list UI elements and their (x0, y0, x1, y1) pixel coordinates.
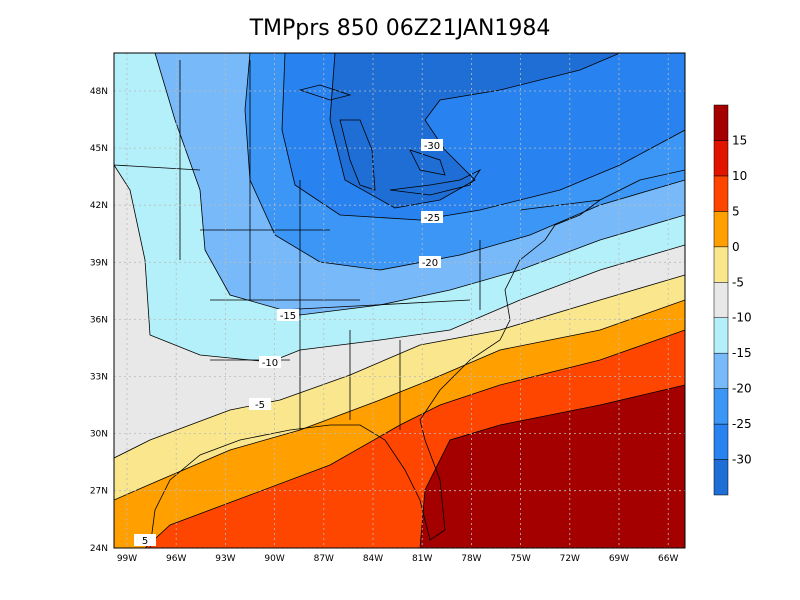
colorbar-swatch (713, 246, 729, 283)
contour-line (281, 53, 685, 221)
contour-label-bg (259, 356, 281, 368)
colorbar-label: -20 (732, 382, 752, 396)
map-frame (113, 52, 686, 549)
lon-label: 96W (166, 554, 186, 564)
lon-label: 75W (510, 554, 530, 564)
colorbar-swatch (713, 282, 729, 318)
axes: 48N 45N 42N 39N 36N 33N 30N 27N 24N 99W 96W 93W 90W 8… (90, 87, 679, 564)
coastline (114, 60, 685, 548)
contour-label-bg (421, 139, 443, 151)
colorbar-swatch (713, 175, 729, 212)
lat-label: 27N (90, 487, 108, 497)
lat-label: 36N (90, 315, 108, 325)
contour-line (329, 53, 621, 209)
lat-label: 39N (90, 258, 108, 268)
contour-label: -15 (280, 311, 296, 322)
contour-label: 5 (142, 536, 148, 547)
lon-label: 93W (215, 554, 235, 564)
contour-labels: -30 -25 -20 -15 -10 -5 5 (134, 139, 443, 547)
contour-line (419, 384, 685, 548)
contour-label: -5 (255, 400, 265, 411)
colorbar-label: -25 (732, 417, 752, 431)
map-title: TMPprs 850 06Z21JAN1984 (249, 16, 551, 41)
colorbar: -30 -25 -20 -15 -10 -5 0 5 10 15 (713, 104, 752, 496)
colorbar-swatch (713, 388, 729, 425)
colorbar-swatch (713, 211, 729, 248)
colorbar-label: -30 (732, 453, 752, 467)
colorbar-label: -15 (732, 346, 752, 360)
lon-label: 87W (314, 554, 334, 564)
colorbar-swatch (713, 317, 729, 354)
colorbar-swatch (713, 459, 729, 496)
lon-label: 81W (412, 554, 432, 564)
contours (114, 53, 685, 548)
colorbar-swatch (713, 140, 729, 177)
lon-label: 90W (264, 554, 284, 564)
contour-label-bg (277, 309, 299, 321)
contour-label-bg (421, 211, 443, 223)
lat-label: 42N (90, 201, 108, 211)
lon-label: 66W (658, 554, 678, 564)
contour-label: -20 (422, 258, 438, 269)
contour-label-bg (249, 398, 271, 410)
colorbar-label: 5 (732, 204, 740, 218)
lat-label: 33N (90, 373, 108, 383)
lat-label: 45N (90, 144, 108, 154)
colorbar-swatch (713, 352, 729, 389)
colorbar-label: -5 (732, 275, 744, 289)
lon-label: 99W (117, 554, 137, 564)
colorbar-label: 0 (732, 240, 740, 254)
lon-label: 84W (363, 554, 383, 564)
colorbar-label: 10 (732, 169, 747, 183)
contour-label-bg (419, 256, 441, 268)
contour-label: -25 (424, 213, 440, 224)
contour-label: -10 (262, 358, 278, 369)
contour-label: -30 (424, 141, 440, 152)
lon-label: 69W (609, 554, 629, 564)
colorbar-swatch (713, 104, 729, 141)
colorbar-label: 15 (732, 133, 747, 147)
contour-label-bg (134, 534, 156, 546)
temperature-band (330, 53, 620, 208)
lon-label: 78W (461, 554, 481, 564)
contour-line (114, 299, 685, 501)
contour-line (114, 164, 685, 363)
colorbar-label: -10 (732, 311, 752, 325)
lat-label: 24N (90, 544, 108, 554)
colorbar-swatch (713, 423, 729, 460)
lon-label: 72W (560, 554, 580, 564)
lat-label: 30N (90, 430, 108, 440)
lat-label: 48N (90, 87, 108, 97)
contour-line (244, 53, 685, 271)
